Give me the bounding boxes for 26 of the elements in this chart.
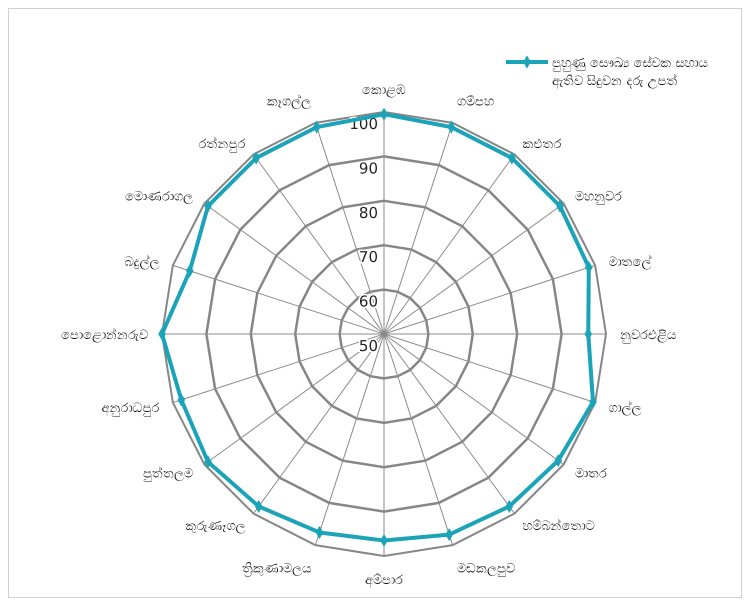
- spoke-label: මාතලේ: [608, 254, 652, 270]
- spoke-label: අම්පාර: [365, 573, 403, 588]
- spoke-label: ගාල්ල: [608, 400, 642, 416]
- y-tick-label: 50: [358, 337, 378, 355]
- spoke-label: මහනුවර: [574, 189, 622, 204]
- spoke-label: කොළඹ: [362, 83, 406, 98]
- y-tick-label: 60: [358, 292, 378, 311]
- spoke-label: කුරුණෑගල: [185, 518, 246, 534]
- spoke-label: කළුතර: [522, 137, 562, 152]
- spoke-label: කෑගල්ල: [267, 94, 312, 110]
- spoke-label: පොළොන්නරුව: [61, 327, 148, 343]
- spoke-label: ත්‍රිකුණාමලය: [242, 561, 312, 576]
- y-tick-label: 90: [358, 159, 378, 178]
- spoke-label: හම්බන්තොට: [522, 518, 595, 534]
- spoke-label: නුවරඑළිය: [620, 328, 676, 343]
- spoke-label: පුත්තලම: [143, 466, 194, 482]
- legend-label: පුහුණු සෞඛ්‍ය සේවක සහාය ඇතිව සිදුවන දරු උපත්: [552, 55, 708, 89]
- spoke-label: මාතර: [574, 466, 607, 482]
- spoke-label: ගම්පහ: [456, 94, 494, 110]
- spoke-label: බදුල්ල: [124, 254, 160, 270]
- spoke-label: අනුරාධපුර: [102, 400, 160, 416]
- y-tick-label: 80: [358, 204, 378, 222]
- spoke-label: මොණරාගල: [125, 189, 194, 204]
- y-tick-label: 70: [358, 248, 378, 266]
- spoke-label: මඩකලපුව: [456, 561, 515, 576]
- spoke-label: රත්නපුර: [198, 136, 246, 152]
